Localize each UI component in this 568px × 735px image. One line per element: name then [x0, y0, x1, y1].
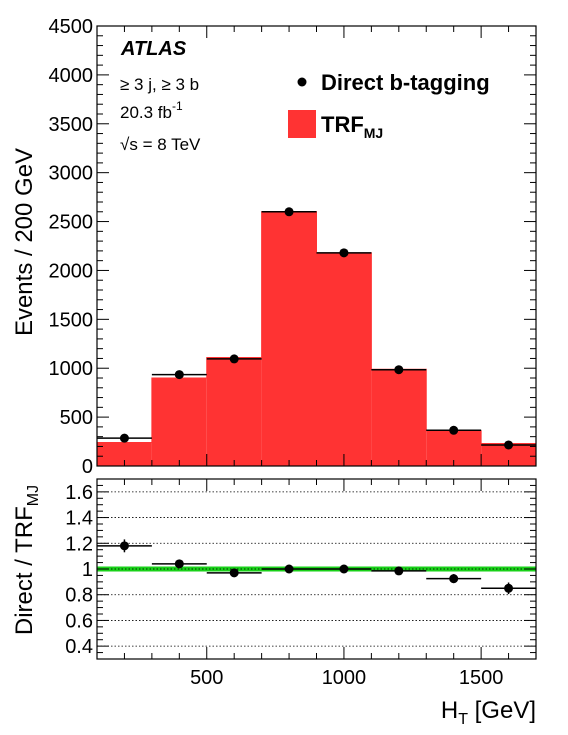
ratio-point	[229, 568, 239, 578]
ratio-point	[394, 566, 404, 576]
direct-points	[97, 207, 536, 450]
ratio-point	[174, 559, 184, 569]
main-panel: 0 500 1000 1500 2000 2500 3000 3500 4000 4500 ATL…	[11, 16, 537, 478]
x-axis-title: HT [GeV]	[441, 697, 536, 728]
sqrt-symbol: √	[120, 135, 130, 154]
trf-bar	[206, 357, 262, 466]
direct-point	[229, 354, 239, 364]
ratio-point	[449, 574, 459, 584]
lumi-exponent: -1	[172, 99, 183, 113]
ratio-point	[339, 564, 349, 574]
main-y-tick-label: 1500	[49, 309, 94, 331]
legend: Direct b-tagging TRFMJ	[288, 70, 490, 141]
main-y-tick-label: 2500	[49, 212, 94, 234]
x-tick-label: 1500	[459, 667, 504, 689]
main-y-axis: 0 500 1000 1500 2000 2500 3000 3500 4000 4500	[49, 16, 536, 478]
x-axis-title-sub: T	[458, 711, 468, 728]
main-y-tick-label: 3500	[49, 114, 94, 136]
x-axis-title-main: H	[441, 697, 458, 724]
trf-histogram	[97, 211, 536, 466]
ratio-y-axis-title: Direct / TRFMJ	[11, 485, 42, 635]
ratio-y-tick-label: 1.4	[65, 508, 93, 530]
main-y-tick-label: 4000	[49, 65, 94, 87]
legend-trf-sub: MJ	[364, 125, 383, 141]
ratio-point	[284, 564, 294, 574]
direct-point	[339, 248, 349, 258]
x-tick-label: 500	[190, 667, 223, 689]
ratio-y-tick-label: 0.8	[65, 585, 93, 607]
main-y-tick-label: 500	[60, 407, 93, 429]
direct-point	[174, 370, 184, 380]
ratio-ylabel-sub: MJ	[25, 485, 42, 506]
main-x-ticks	[96, 26, 537, 466]
main-y-tick-label: 1000	[49, 358, 94, 380]
direct-point	[449, 425, 459, 435]
ratio-y-tick-label: 1.2	[65, 533, 93, 555]
direct-point	[284, 207, 294, 217]
main-y-tick-label: 2000	[49, 260, 94, 282]
selection-label: ≥ 3 j, ≥ 3 b	[120, 75, 199, 94]
trf-bar	[151, 378, 207, 466]
ratio-y-axis: 0.4 0.6 0.8 1 1.2 1.4 1.6	[65, 482, 536, 658]
legend-trf-main: TRF	[321, 112, 364, 137]
direct-point	[504, 440, 514, 450]
legend-marker-points	[297, 77, 307, 87]
trf-bar	[481, 443, 536, 466]
main-y-axis-title: Events / 200 GeV	[11, 148, 38, 336]
ratio-ylabel-main: Direct / TRF	[11, 506, 38, 635]
ratio-point	[119, 541, 129, 551]
atlas-label: ATLAS	[120, 38, 187, 60]
ratio-y-tick-label: 0.6	[65, 610, 93, 632]
x-axis-title-unit: [GeV]	[468, 697, 536, 724]
direct-point	[119, 433, 129, 443]
lumi-value: 20.3 fb	[120, 103, 172, 122]
legend-label-trf: TRFMJ	[321, 112, 383, 141]
trf-bar	[316, 252, 372, 466]
legend-label-points: Direct b-tagging	[321, 70, 490, 95]
legend-swatch-trf	[288, 110, 316, 138]
ratio-panel: 0.4 0.6 0.8 1 1.2 1.4 1.6 500 1000 1500 Direct /…	[11, 478, 537, 728]
direct-point	[394, 365, 404, 375]
ratio-x-axis: 500 1000 1500	[96, 479, 537, 689]
energy-label: √s = 8 TeV	[120, 135, 201, 154]
trf-bar	[371, 369, 427, 466]
ratio-points	[97, 539, 536, 595]
lumi-label: 20.3 fb-1	[120, 99, 183, 122]
main-y-tick-label: 0	[82, 456, 93, 478]
energy-value: s = 8 TeV	[129, 135, 201, 154]
ratio-y-tick-label: 1.6	[65, 482, 93, 504]
ratio-point	[504, 583, 514, 593]
ratio-y-tick-label: 1	[82, 559, 93, 581]
trf-bar	[261, 211, 317, 466]
main-y-tick-label: 3000	[49, 163, 94, 185]
trf-bar	[97, 442, 152, 466]
x-tick-label: 1000	[322, 667, 367, 689]
main-y-tick-label: 4500	[49, 16, 94, 38]
ratio-y-tick-label: 0.4	[65, 636, 93, 658]
